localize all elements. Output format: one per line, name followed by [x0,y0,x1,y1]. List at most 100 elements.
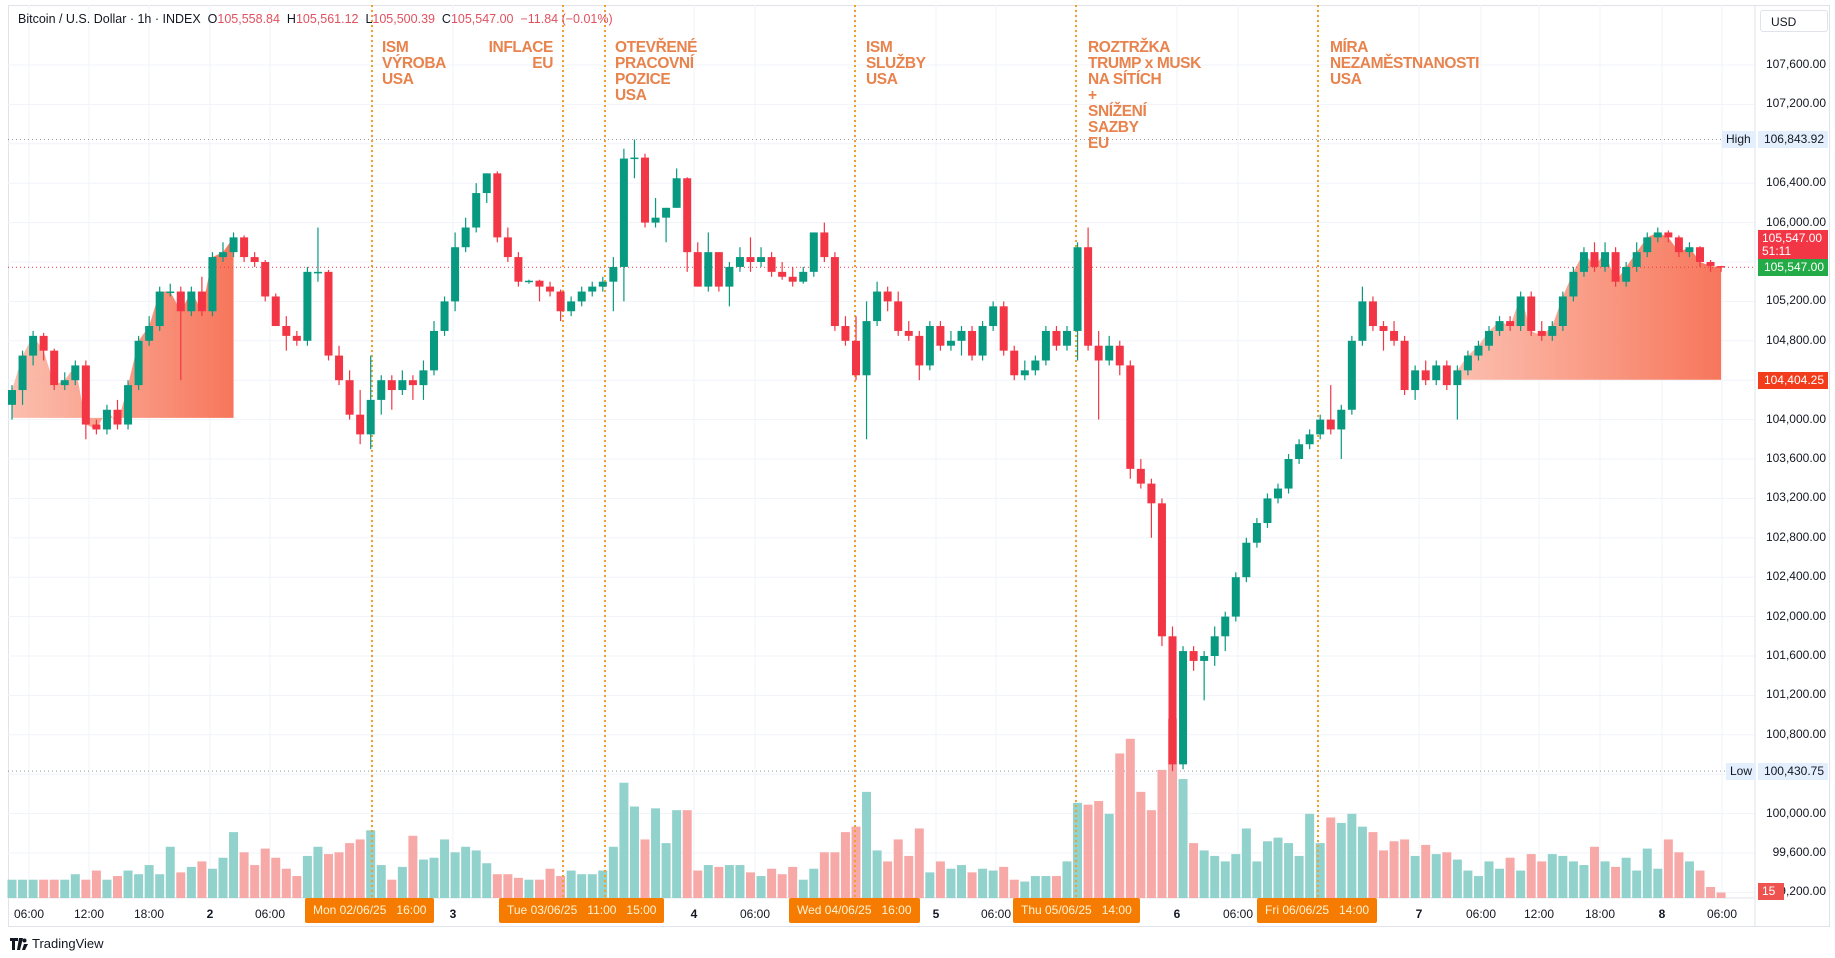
time-axis-label: 2 [206,907,214,921]
candle-body [1664,232,1673,238]
candle [482,173,491,203]
volume-bar [872,850,882,898]
volume-bar [777,874,787,898]
candle [873,281,882,327]
time-marker-label[interactable]: Thu 05/06/25 14:00 [1013,898,1140,923]
candle [60,372,69,391]
volume-bar [113,876,122,898]
volume-bar [1410,855,1420,898]
candle-body [18,355,27,391]
time-marker-label[interactable]: Wed 04/06/25 16:00 [789,898,920,923]
currency-button[interactable]: USD [1760,10,1828,32]
symbol-title[interactable]: Bitcoin / U.S. Dollar · 1h · INDEX [18,12,201,26]
candle [240,235,249,262]
candle-body [1368,301,1377,327]
candle [1390,321,1399,346]
candle-body [957,330,966,341]
candle-body [1084,247,1093,346]
candle [1031,355,1040,376]
volume-bar [7,879,17,898]
volume-bar [703,865,713,898]
volume-bar [1241,828,1251,898]
time-axis-label: 06:00 [254,907,286,921]
candle-body [1590,252,1599,267]
time-axis-label: 3 [449,907,457,921]
candle [788,266,797,287]
candle [809,232,818,277]
candle-body [1252,523,1261,543]
volume-bar [1157,769,1167,898]
candle-body [356,414,365,435]
candle [588,281,597,297]
candle [8,385,16,420]
volume-bar [387,879,397,898]
candle [345,370,354,420]
volume-bar [566,870,576,898]
volume-bar [1051,876,1061,898]
candle-body [1010,350,1019,376]
event-annotation: MÍRA NEZAMĚSTNANOSTI USA [1330,39,1480,88]
candle [1664,230,1673,243]
volume-bar [440,839,450,898]
volume-bar [862,791,872,898]
candle-body [693,252,702,287]
volume-bar [629,806,639,898]
time-marker-label[interactable]: Fri 06/06/25 14:00 [1257,898,1378,923]
candle-body [1221,616,1230,637]
candle-body [408,380,417,386]
candle [503,227,512,262]
time-marker-label[interactable]: Mon 02/06/25 16:00 [305,898,435,923]
candle-body [1685,247,1694,253]
candle-body [904,330,913,336]
candle [229,232,238,258]
volume-bar [81,879,91,898]
candle-body [609,266,618,282]
volume-bar [1115,753,1125,898]
candle [1263,493,1272,528]
candle [1147,478,1156,538]
candle [250,252,259,267]
volume-bar [904,855,914,898]
volume-bar [735,865,745,898]
candle-body [503,237,512,258]
volume-bar [598,870,608,898]
candle [472,183,481,233]
candle [1495,316,1504,336]
volume-bar [1178,779,1188,898]
volume-bar [1136,791,1146,898]
candle-body [1453,370,1462,386]
volume-bar [1663,839,1673,898]
candle-body [60,380,69,386]
volume-bar [345,843,355,898]
time-axis-label: 18:00 [1584,907,1616,921]
price-axis-label: 99,200.00 [1772,884,1826,899]
candle-body [1622,266,1631,282]
candle-body [29,335,38,356]
price-axis-label: 100,800.00 [1765,726,1826,741]
low-badge-value: 100,430.75 [1758,763,1828,781]
candle-body [1168,636,1177,765]
candle-body [1495,321,1504,331]
candle-body [71,365,80,381]
candle [1590,242,1599,272]
time-marker-label[interactable]: Tue 03/06/25 11:00 15:00 [499,898,665,923]
candle-body [472,193,481,228]
candle-body [1041,330,1050,361]
volume-bar [1611,866,1621,898]
volume-bar [229,832,239,898]
candle-body [852,340,860,376]
candle-body [862,321,871,376]
high-value: 105,561.12 [295,12,359,26]
volume-bar [1336,822,1346,898]
candle-body [1073,247,1082,331]
candle [778,262,787,280]
volume-bar [714,866,724,898]
candle [704,232,713,292]
candle [219,242,227,262]
last-price-badge: 105,547.00 51:11 [1758,230,1828,260]
candle [18,350,27,405]
tradingview-logo[interactable]: TradingView [10,936,104,951]
candle-body [788,276,797,282]
candle [408,375,417,400]
